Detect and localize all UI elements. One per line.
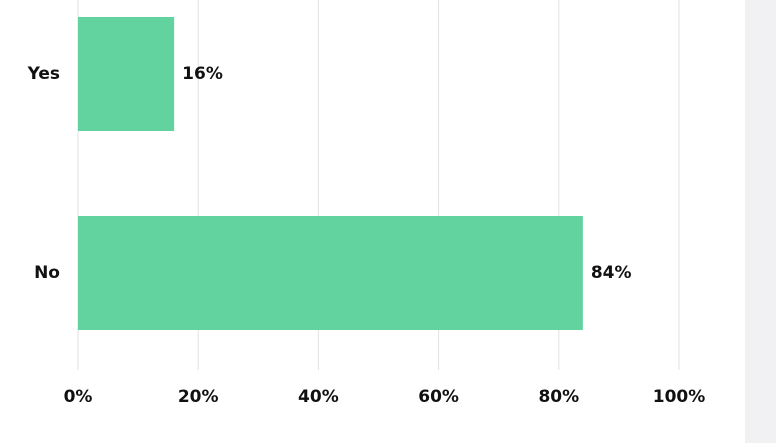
- bar: [78, 17, 175, 131]
- y-tick-label: Yes: [27, 64, 60, 84]
- x-tick-label: 100%: [653, 387, 706, 407]
- x-tick-label: 40%: [298, 387, 339, 407]
- x-tick-label: 20%: [178, 387, 219, 407]
- value-label: 84%: [591, 263, 632, 283]
- x-tick-label: 60%: [418, 387, 459, 407]
- y-tick-label: No: [34, 263, 60, 283]
- side-panel: [745, 0, 776, 443]
- x-tick-label: 0%: [64, 387, 93, 407]
- bar: [78, 216, 583, 330]
- value-label: 16%: [182, 64, 223, 84]
- x-tick-label: 80%: [538, 387, 579, 407]
